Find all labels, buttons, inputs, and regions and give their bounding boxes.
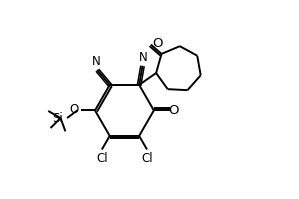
Text: N: N: [92, 55, 101, 68]
Text: N: N: [139, 51, 148, 64]
Text: Si: Si: [52, 111, 63, 125]
Text: Cl: Cl: [96, 152, 108, 165]
Text: O: O: [152, 37, 163, 50]
Text: O: O: [168, 104, 178, 117]
Text: O: O: [69, 103, 79, 116]
Text: Cl: Cl: [141, 152, 153, 165]
